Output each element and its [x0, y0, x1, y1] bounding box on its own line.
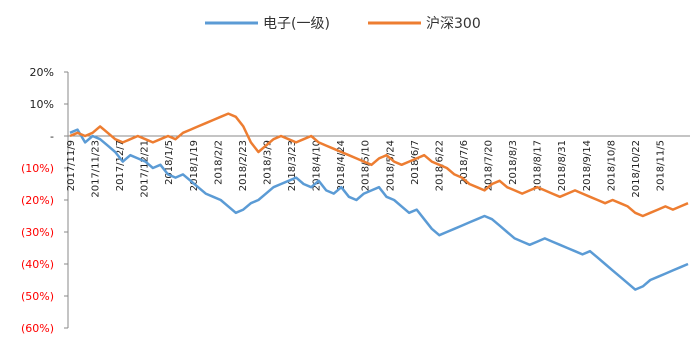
x-tick-label: 2018/7/20	[484, 140, 495, 191]
x-tick-label: 2018/9/14	[582, 140, 593, 191]
series-layer	[69, 112, 689, 291]
legend: 电子(一级) 沪深300	[205, 16, 481, 32]
x-tick-label: 2018/3/23	[287, 140, 298, 191]
x-tick-label: 2017/11/23	[91, 140, 102, 198]
y-axis: 20% 10% - (10%) (20%) (30%) (40%) (50%) (60%)	[21, 66, 69, 335]
x-tick-label: 2018/5/10	[361, 140, 372, 191]
x-tick-label: 2018/2/23	[238, 140, 249, 191]
series-line-electronics	[69, 128, 689, 291]
x-tick-label: 2018/4/24	[336, 140, 347, 191]
x-tick-label: 2018/11/5	[655, 140, 666, 191]
y-tick-label: 10%	[30, 98, 54, 111]
y-tick-label: (40%)	[21, 258, 54, 271]
x-tick-label: 2017/12/21	[140, 140, 151, 198]
x-tick-label: 2018/1/19	[189, 140, 200, 191]
y-tick-label: -	[50, 130, 54, 143]
x-tick-label: 2018/10/22	[631, 140, 642, 198]
y-tick-label: (10%)	[21, 162, 54, 175]
x-tick-label: 2018/2/2	[213, 140, 224, 185]
x-tick-label: 2018/3/9	[262, 140, 273, 185]
legend-label-csi300: 沪深300	[426, 16, 481, 32]
x-tick-label: 2018/5/24	[385, 140, 396, 191]
x-tick-label: 2018/10/8	[606, 140, 617, 191]
x-tick-label: 2018/8/3	[508, 140, 519, 185]
series-line-csi300	[69, 112, 689, 218]
x-tick-label: 2018/1/5	[164, 140, 175, 185]
y-tick-label: (30%)	[21, 226, 54, 239]
x-tick-label: 2018/8/17	[533, 140, 544, 191]
legend-label-electronics: 电子(一级)	[263, 16, 330, 32]
x-tick-label: 2018/4/10	[312, 140, 323, 191]
x-tick-label: 2017/11/9	[66, 140, 77, 191]
y-tick-label: 20%	[30, 66, 54, 79]
y-tick-label: (60%)	[21, 322, 54, 335]
x-tick-label: 2017/12/7	[115, 140, 126, 191]
x-tick-label: 2018/6/7	[410, 140, 421, 185]
x-tick-label: 2018/7/6	[459, 140, 470, 185]
y-tick-label: (50%)	[21, 290, 54, 303]
x-tick-label: 2018/8/31	[557, 140, 568, 191]
y-tick-label: (20%)	[21, 194, 54, 207]
